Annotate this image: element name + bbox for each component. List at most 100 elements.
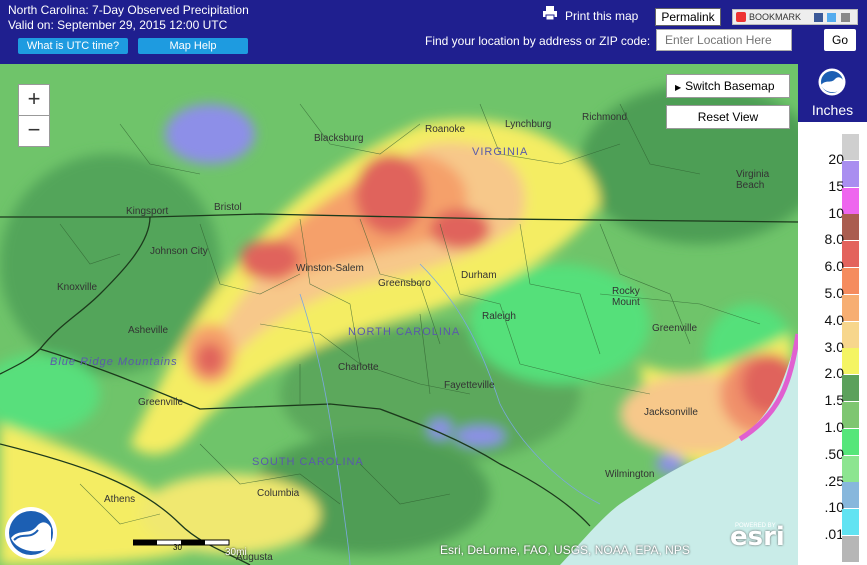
place-label: Raleigh bbox=[482, 311, 516, 322]
zoom-in-button[interactable]: + bbox=[18, 84, 50, 116]
printer-icon[interactable] bbox=[542, 6, 558, 20]
legend-item: 3.0 bbox=[798, 321, 867, 355]
county-lines bbox=[59, 103, 761, 525]
scale-label: 30mi bbox=[225, 547, 247, 558]
bookmark-button[interactable]: BOOKMARK bbox=[732, 9, 858, 25]
place-label: Greenville bbox=[138, 397, 184, 408]
switch-basemap-label: Switch Basemap bbox=[685, 79, 775, 93]
noaa-logo-icon bbox=[818, 68, 846, 96]
find-location-label: Find your location by address or ZIP cod… bbox=[425, 34, 651, 48]
state-borders bbox=[0, 213, 798, 565]
legend-value: 15 bbox=[828, 177, 844, 194]
rivers bbox=[299, 263, 601, 565]
place-label: Greensboro bbox=[378, 278, 431, 289]
valid-date: Valid on: September 29, 2015 12:00 UTC bbox=[8, 18, 228, 32]
legend-item: 2.0 bbox=[798, 348, 867, 381]
legend-value: .50 bbox=[824, 445, 844, 462]
legend-value: 1.0 bbox=[824, 419, 844, 435]
place-label: Athens bbox=[104, 494, 136, 505]
legend-header: Inches bbox=[798, 64, 867, 122]
legend-swatch bbox=[842, 241, 859, 268]
legend-item: 8.0 bbox=[798, 214, 867, 247]
map-help-button[interactable]: Map Help bbox=[138, 38, 248, 54]
place-label: Durham bbox=[461, 270, 497, 281]
play-icon: ▶ bbox=[675, 83, 682, 92]
utc-info-button[interactable]: What is UTC time? bbox=[18, 38, 128, 54]
legend-item: 10 bbox=[798, 187, 867, 221]
place-label: Bristol bbox=[214, 202, 242, 213]
legend-value: 5.0 bbox=[824, 285, 844, 301]
location-input[interactable] bbox=[656, 29, 792, 51]
legend-swatch bbox=[842, 294, 859, 321]
place-label: Knoxville bbox=[57, 282, 98, 293]
noaa-logo-icon bbox=[5, 507, 57, 559]
map-canvas[interactable] bbox=[0, 64, 798, 565]
legend-swatch bbox=[842, 134, 859, 160]
place-label: Lynchburg bbox=[505, 119, 552, 130]
permalink-button[interactable]: Permalink bbox=[655, 8, 721, 26]
region-label: Blue Ridge Mountains bbox=[50, 356, 178, 368]
state-label: VIRGINIA bbox=[472, 146, 529, 158]
place-label: Columbia bbox=[257, 488, 300, 499]
legend-value: 6.0 bbox=[824, 258, 844, 275]
legend-item: .01 bbox=[798, 509, 867, 542]
zoom-out-button[interactable]: − bbox=[18, 115, 50, 147]
legend-item: 4.0 bbox=[798, 294, 867, 328]
legend-swatch bbox=[842, 509, 859, 536]
legend-item: .50 bbox=[798, 428, 867, 462]
legend-item: .25 bbox=[798, 455, 867, 489]
scale-mid-label: 30 bbox=[173, 543, 182, 550]
legend-value: .10 bbox=[824, 499, 844, 516]
email-icon[interactable] bbox=[840, 13, 850, 23]
legend-swatch bbox=[842, 187, 859, 214]
legend-swatch bbox=[842, 214, 859, 241]
precip-field bbox=[0, 84, 798, 565]
legend-swatch bbox=[842, 160, 859, 187]
state-label: NORTH CAROLINA bbox=[348, 326, 461, 338]
legend-swatch bbox=[842, 455, 859, 482]
legend-value: 1.5 bbox=[824, 392, 844, 409]
twitter-icon[interactable] bbox=[827, 13, 837, 23]
legend-swatch bbox=[842, 428, 859, 455]
legend-swatch bbox=[842, 375, 859, 402]
place-label: Winston-Salem bbox=[296, 263, 364, 274]
legend-value: 20 bbox=[828, 151, 844, 167]
legend-item: 5.0 bbox=[798, 268, 867, 301]
place-label: Wilmington bbox=[605, 469, 655, 480]
legend-value: .25 bbox=[824, 472, 844, 489]
map-title: North Carolina: 7-Day Observed Precipita… bbox=[8, 3, 249, 17]
bookmark-label: BOOKMARK bbox=[749, 12, 802, 22]
legend-item: .10 bbox=[798, 482, 867, 515]
legend-swatch bbox=[842, 536, 859, 562]
legend-item: 20 bbox=[798, 134, 867, 167]
powered-by-label: POWERED BY bbox=[735, 523, 776, 529]
legend-swatch bbox=[842, 321, 859, 348]
map-attribution: Esri, DeLorme, FAO, USGS, NOAA, EPA, NPS bbox=[440, 543, 690, 557]
legend-value: 8.0 bbox=[824, 231, 844, 248]
place-label: Fayetteville bbox=[444, 380, 495, 391]
place-label: Greenville bbox=[652, 323, 698, 334]
scale-bar: 30 bbox=[133, 539, 230, 550]
legend-value: 10 bbox=[828, 204, 844, 221]
go-button[interactable]: Go bbox=[824, 29, 856, 51]
legend-swatch bbox=[842, 482, 859, 509]
legend-item: 15 bbox=[798, 160, 867, 194]
legend-swatch bbox=[842, 348, 859, 375]
print-map-link[interactable]: Print this map bbox=[565, 9, 639, 23]
legend-value: 4.0 bbox=[824, 311, 844, 328]
esri-logo[interactable]: esri bbox=[730, 522, 785, 552]
place-label: Augusta bbox=[236, 552, 273, 563]
reset-view-button[interactable]: Reset View bbox=[666, 105, 790, 129]
facebook-icon[interactable] bbox=[813, 13, 823, 23]
legend-item: 1.5 bbox=[798, 375, 867, 408]
legend-item: 6.0 bbox=[798, 241, 867, 274]
precipitation-map[interactable]: Roanoke Lynchburg Richmond VIRGINIA Blac… bbox=[0, 64, 798, 565]
place-label: Richmond bbox=[582, 112, 628, 123]
precipitation-legend: Inches 20 15 10 8.0 6.0 5.0 4.0 3.0 2.0 1.5 1.0 .50… bbox=[798, 64, 867, 565]
place-label: Rocky Mount bbox=[612, 286, 640, 308]
place-label: Kingsport bbox=[126, 206, 169, 217]
place-label: Jacksonville bbox=[644, 407, 698, 418]
switch-basemap-button[interactable]: ▶ Switch Basemap bbox=[666, 74, 790, 98]
place-label: Charlotte bbox=[338, 362, 379, 373]
place-label: Johnson City bbox=[150, 246, 208, 257]
